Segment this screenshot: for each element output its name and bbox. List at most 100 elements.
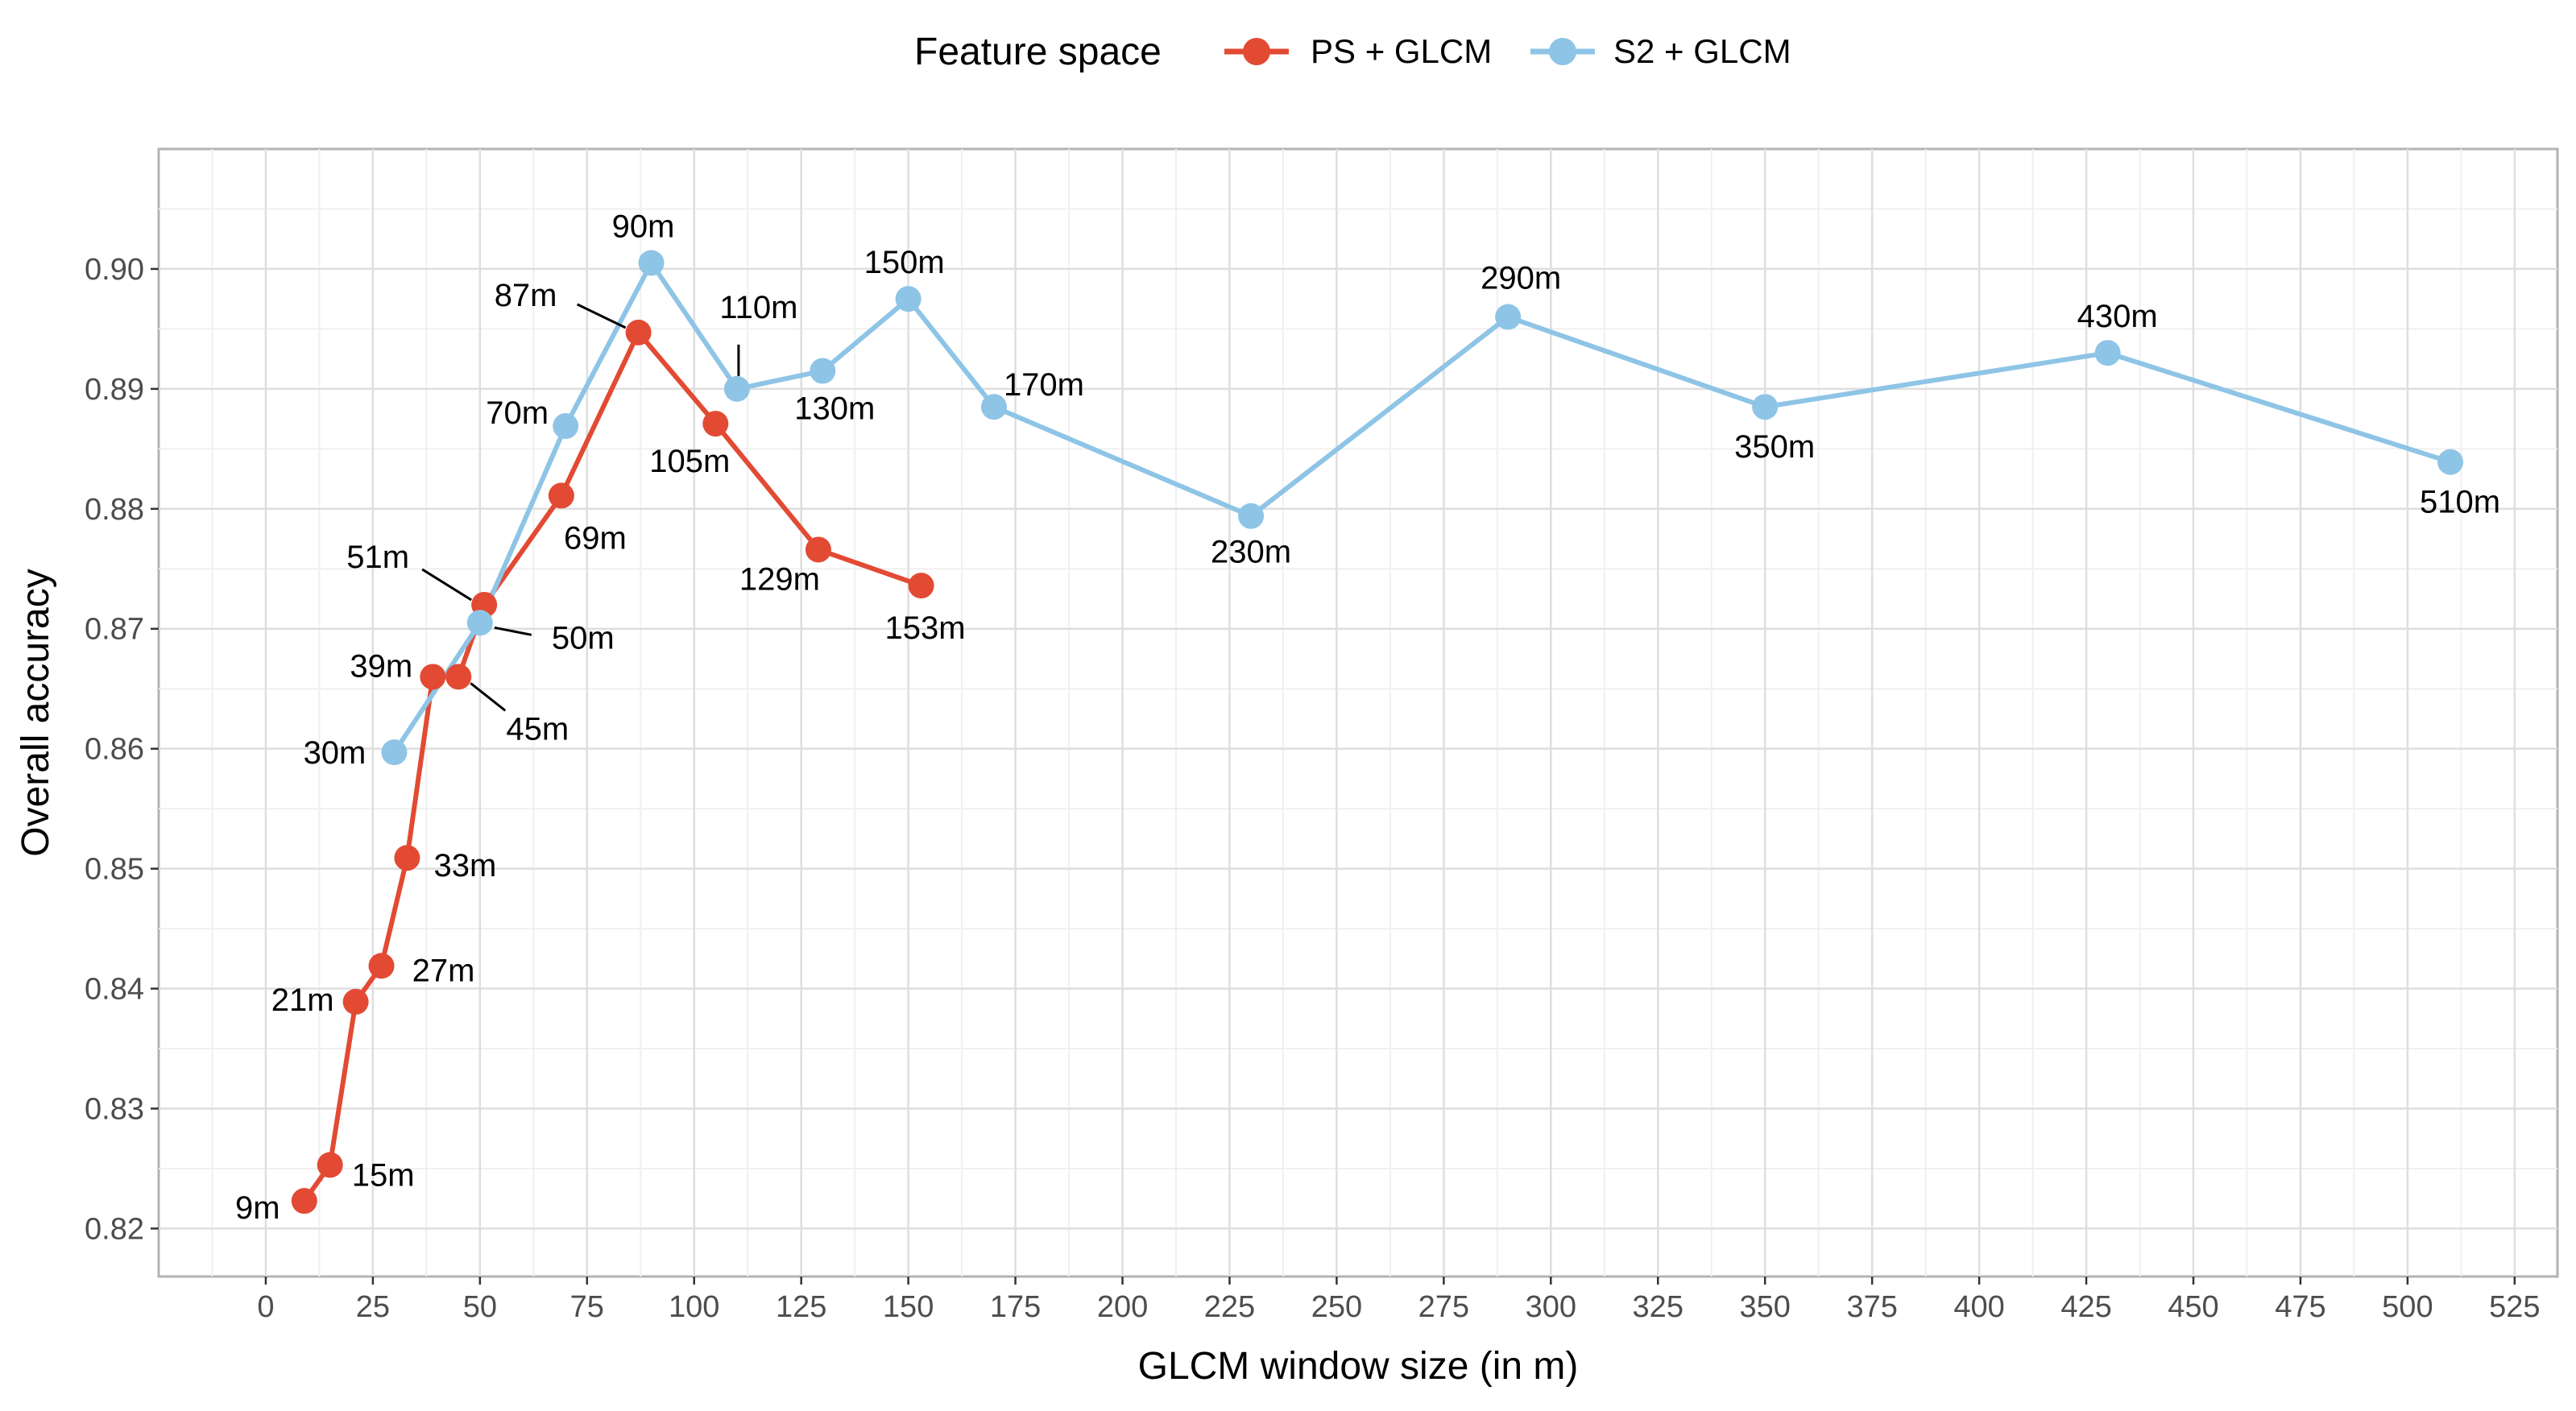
data-point-s2-glcm (466, 610, 493, 636)
grid-major (159, 149, 2557, 1277)
data-point-ps-glcm (394, 845, 420, 871)
label-leader-line (421, 568, 472, 602)
x-tick-label: 450 (2168, 1290, 2218, 1324)
point-labels: 9m 15m 21m 27m 33m 39m 45m 51m 69m 87m 105m 129m 153… (235, 209, 2500, 1226)
data-label: 30m (304, 735, 367, 771)
data-label: 350m (1734, 429, 1815, 465)
data-label: 150m (864, 245, 945, 280)
data-point-s2-glcm (1238, 503, 1265, 529)
x-tick-label: 200 (1097, 1290, 1148, 1324)
x-tick-label: 150 (883, 1290, 934, 1324)
data-label: 21m (271, 983, 334, 1018)
x-tick-label: 400 (1953, 1290, 2004, 1324)
y-tick-label: 0.82 (85, 1212, 144, 1246)
y-axis-ticks: 0.82 0.83 0.84 0.85 0.86 0.87 0.88 0.89 0.90 (85, 253, 159, 1246)
data-label: 90m (612, 209, 675, 244)
x-tick-label: 175 (990, 1290, 1041, 1324)
x-tick-label: 275 (1418, 1290, 1469, 1324)
x-tick-label: 0 (257, 1290, 274, 1324)
data-point-ps-glcm (317, 1152, 343, 1178)
data-label: 15m (352, 1157, 415, 1193)
data-point-ps-glcm (702, 411, 729, 437)
data-point-s2-glcm (381, 739, 408, 766)
data-label: 129m (739, 561, 820, 597)
data-point-ps-glcm (368, 953, 395, 979)
data-point-s2-glcm (1495, 304, 1522, 330)
x-axis-title: GLCM window size (in m) (1138, 1345, 1579, 1388)
x-tick-label: 50 (463, 1290, 497, 1324)
data-label: 9m (235, 1190, 280, 1226)
data-label: 110m (719, 290, 797, 325)
legend-label-ps-glcm: PS + GLCM (1311, 32, 1492, 70)
data-label: 45m (506, 711, 569, 747)
x-tick-label: 525 (2489, 1290, 2540, 1324)
data-label: 50m (552, 620, 615, 656)
x-tick-label: 425 (2060, 1290, 2111, 1324)
label-leader-lines (421, 303, 740, 712)
plot-panel (157, 147, 2559, 1278)
legend-swatch-dot-ps-glcm (1243, 38, 1270, 65)
data-label: 290m (1481, 261, 1561, 296)
data-label: 430m (2077, 299, 2158, 334)
legend: Feature space PS + GLCM S2 + GLCM (914, 31, 1791, 73)
x-tick-label: 300 (1526, 1290, 1576, 1324)
series-points (291, 250, 2464, 1214)
data-label: 33m (434, 848, 497, 883)
data-point-ps-glcm (445, 664, 472, 690)
data-label: 39m (350, 648, 412, 684)
label-leader-line (494, 626, 532, 636)
data-point-s2-glcm (980, 394, 1007, 420)
x-tick-label: 250 (1311, 1290, 1362, 1324)
x-axis-ticks: 0 25 50 75 100 125 150 175 200 225 250 275 300 325 350… (257, 1277, 2541, 1324)
data-label: 87m (495, 278, 557, 313)
x-tick-label: 225 (1204, 1290, 1255, 1324)
data-label: 69m (564, 520, 627, 556)
y-tick-label: 0.86 (85, 733, 144, 767)
data-label: 51m (346, 540, 409, 575)
data-point-ps-glcm (625, 319, 652, 346)
data-label: 230m (1211, 535, 1291, 570)
y-tick-label: 0.90 (85, 253, 144, 287)
x-tick-label: 75 (570, 1290, 604, 1324)
y-tick-label: 0.87 (85, 613, 144, 647)
legend-title: Feature space (914, 31, 1162, 73)
y-axis-title: Overall accuracy (14, 569, 57, 856)
data-point-s2-glcm (1752, 394, 1779, 420)
y-tick-label: 0.83 (85, 1092, 144, 1126)
legend-swatch-dot-s2-glcm (1549, 38, 1576, 65)
x-tick-label: 100 (669, 1290, 719, 1324)
label-leader-line (470, 682, 507, 712)
y-tick-label: 0.88 (85, 493, 144, 527)
data-point-s2-glcm (895, 286, 921, 312)
x-tick-label: 475 (2275, 1290, 2325, 1324)
label-leader-line (576, 303, 627, 329)
data-label: 105m (649, 444, 730, 479)
x-tick-label: 125 (776, 1290, 826, 1324)
data-point-s2-glcm (638, 250, 665, 276)
data-label: 27m (412, 953, 475, 988)
data-point-s2-glcm (2437, 449, 2464, 475)
data-point-ps-glcm (548, 482, 574, 509)
data-label: 170m (1004, 367, 1084, 403)
legend-label-s2-glcm: S2 + GLCM (1613, 32, 1791, 70)
data-point-ps-glcm (291, 1188, 317, 1214)
y-tick-label: 0.89 (85, 373, 144, 407)
data-point-ps-glcm (908, 573, 934, 599)
data-label: 70m (486, 395, 549, 431)
data-label: 130m (794, 391, 875, 427)
x-tick-label: 25 (356, 1290, 390, 1324)
y-tick-label: 0.84 (85, 973, 144, 1007)
data-point-ps-glcm (805, 536, 831, 563)
data-label: 510m (2420, 485, 2500, 520)
data-point-s2-glcm (553, 413, 579, 440)
data-point-s2-glcm (2094, 340, 2121, 366)
x-tick-label: 325 (1633, 1290, 1684, 1324)
data-point-ps-glcm (342, 988, 369, 1015)
x-tick-label: 375 (1846, 1290, 1897, 1324)
x-tick-label: 500 (2382, 1290, 2433, 1324)
data-label: 153m (885, 610, 966, 646)
data-point-s2-glcm (723, 375, 750, 402)
y-tick-label: 0.85 (85, 853, 144, 887)
